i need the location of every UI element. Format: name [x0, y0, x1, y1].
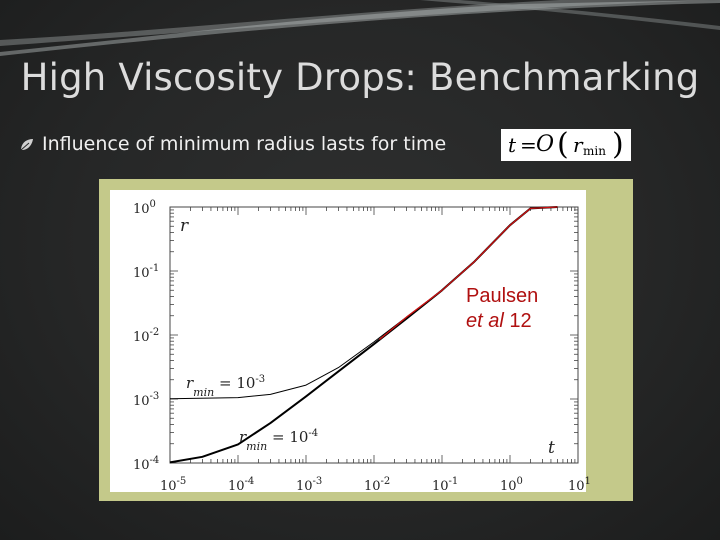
x-tick-label: 10-1	[432, 476, 458, 494]
annotation-et-al: et al	[466, 310, 504, 332]
bullet-text: Influence of minimum radius lasts for ti…	[42, 133, 447, 155]
y-tick-label: 10-3	[133, 391, 159, 409]
x-tick-label: 100	[500, 476, 523, 494]
annotation-year: 12	[503, 310, 532, 332]
formula-t: t	[508, 133, 517, 157]
formula-subscript: min	[583, 144, 606, 158]
formula-r: r	[573, 133, 583, 157]
x-tick-label: 10-2	[364, 476, 390, 494]
series-label-1: rmin = 10-4	[239, 428, 318, 453]
slide-title: High Viscosity Drops: Benchmarking	[20, 56, 700, 99]
chart-background	[110, 190, 586, 492]
x-tick-label: 101	[568, 476, 591, 494]
series-line-1	[169, 206, 558, 464]
bullet-leaf-icon	[20, 139, 33, 151]
formula-left-paren: (	[557, 127, 569, 162]
x-tick-label: 10-3	[296, 476, 322, 494]
x-tick-label: 10-4	[228, 476, 254, 494]
formula-right-paren: )	[612, 127, 624, 162]
plot-border	[169, 206, 579, 464]
formula-equals: =	[520, 133, 537, 157]
annotation-author: Paulsen	[466, 285, 539, 307]
series-line-2	[378, 206, 558, 341]
formula-image: t = O ( r min )	[501, 127, 631, 162]
x-tick-label: 10-5	[160, 476, 186, 494]
y-tick-label: 10-1	[133, 263, 159, 281]
x-axis-label: t	[548, 438, 555, 458]
series-label-0: rmin = 10-3	[186, 374, 265, 399]
annotation-citation: et al 12	[466, 309, 538, 334]
reference-annotation: Paulsen et al 12	[466, 284, 538, 334]
y-axis-label: r	[180, 216, 189, 236]
y-tick-label: 100	[133, 199, 156, 217]
y-tick-label: 10-2	[133, 327, 159, 345]
y-tick-label: 10-4	[133, 455, 159, 473]
formula-big-o: O	[536, 132, 555, 157]
